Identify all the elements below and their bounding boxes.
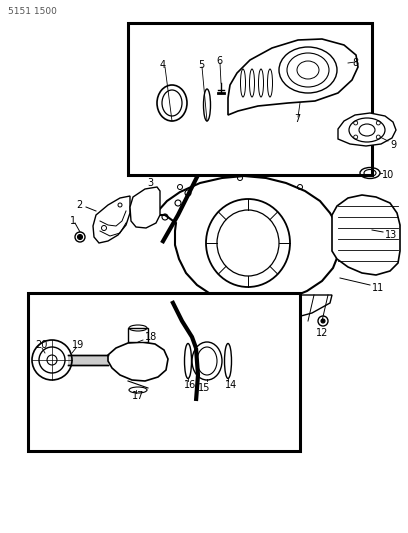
Text: 16: 16 <box>184 380 196 390</box>
FancyBboxPatch shape <box>128 23 372 175</box>
Polygon shape <box>195 295 332 321</box>
Text: 18: 18 <box>145 332 157 342</box>
Text: 11: 11 <box>372 283 384 293</box>
Polygon shape <box>93 196 130 243</box>
Text: 4: 4 <box>160 60 166 70</box>
Text: 5: 5 <box>198 60 204 70</box>
Polygon shape <box>130 187 160 228</box>
Text: 5151 1500: 5151 1500 <box>8 6 57 15</box>
Text: 10: 10 <box>382 170 394 180</box>
Polygon shape <box>108 342 168 381</box>
Text: 13: 13 <box>385 230 397 240</box>
Text: 3: 3 <box>147 178 153 188</box>
Text: 8: 8 <box>352 58 358 68</box>
FancyBboxPatch shape <box>28 293 300 451</box>
Polygon shape <box>152 176 340 303</box>
Circle shape <box>321 319 325 323</box>
Polygon shape <box>128 328 148 342</box>
Text: 9: 9 <box>390 140 396 150</box>
Text: 14: 14 <box>225 380 237 390</box>
Text: 6: 6 <box>216 56 222 66</box>
Text: 17: 17 <box>132 391 144 401</box>
Text: 20: 20 <box>35 340 47 350</box>
Text: 7: 7 <box>294 114 300 124</box>
Text: 19: 19 <box>72 340 84 350</box>
FancyBboxPatch shape <box>68 355 108 365</box>
Circle shape <box>78 235 82 239</box>
Polygon shape <box>228 39 358 115</box>
Polygon shape <box>332 195 400 275</box>
Polygon shape <box>338 113 396 146</box>
Text: 2: 2 <box>76 200 82 210</box>
Text: 15: 15 <box>198 383 210 393</box>
Text: 12: 12 <box>316 328 328 338</box>
Text: 1: 1 <box>70 216 76 226</box>
